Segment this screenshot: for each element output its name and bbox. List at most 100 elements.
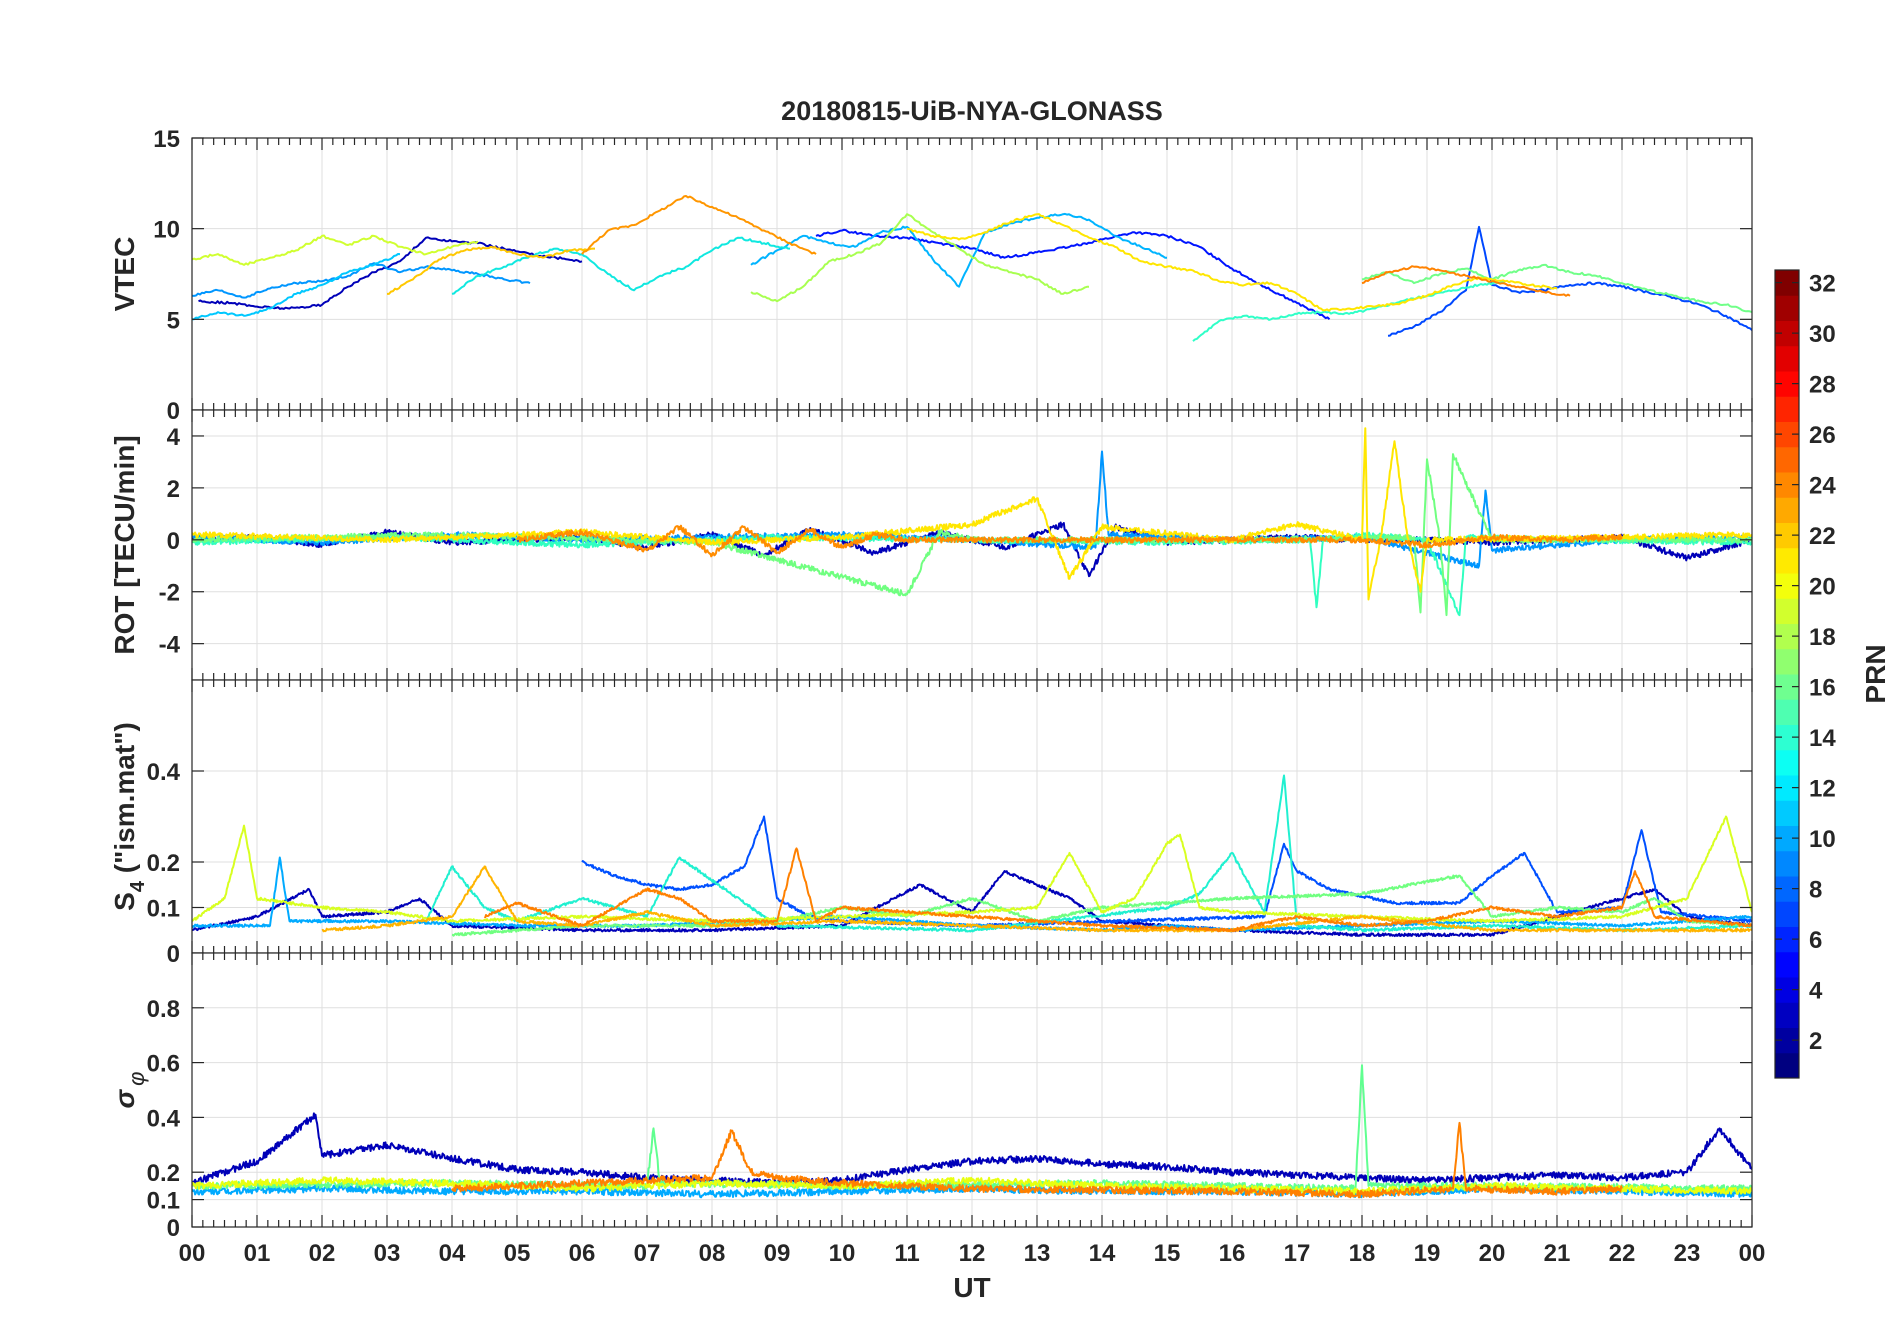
colorbar-band (1775, 446, 1799, 473)
series-line-prn-13 (1192, 280, 1506, 342)
colorbar-band (1775, 497, 1799, 523)
y-tick-label: 0.1 (147, 1188, 180, 1215)
y-axis-label: S4 ("ism.mat") (109, 722, 149, 911)
series-group (192, 1064, 1752, 1199)
series-line-prn-15 (1361, 263, 1752, 314)
y-tick-label: 5 (167, 307, 180, 334)
colorbar-band (1775, 901, 1799, 927)
series-line-prn-22 (321, 865, 1752, 933)
colorbar-band (1775, 749, 1799, 776)
colorbar-tick-label: 10 (1809, 826, 1836, 853)
x-tick-label: 17 (1284, 1240, 1311, 1267)
y-axis-label: VTEC (109, 237, 140, 312)
x-tick-label: 12 (959, 1240, 986, 1267)
x-tick-label: 06 (569, 1240, 596, 1267)
series-line-prn-23 (516, 524, 1623, 558)
series-line-prn-18 (192, 234, 479, 266)
x-tick-label: 16 (1219, 1240, 1246, 1267)
y-tick-label: 0.1 (147, 896, 180, 923)
colorbar-tick-label: 12 (1809, 776, 1836, 803)
colorbar-band (1775, 699, 1799, 725)
colorbar-band (1775, 547, 1799, 574)
y-tick-label: 0.2 (147, 1160, 180, 1187)
x-tick-label: 14 (1089, 1240, 1116, 1267)
y-tick-label: -2 (159, 580, 180, 607)
colorbar-tick-label: 6 (1809, 927, 1822, 954)
series-line-prn-5 (1387, 225, 1752, 337)
x-tick-label: 21 (1544, 1240, 1571, 1267)
colorbar-frame (1774, 269, 1800, 1079)
series-line-prn-13 (425, 774, 1752, 933)
x-tick-label: 02 (309, 1240, 336, 1267)
colorbar-band (1775, 800, 1799, 826)
x-tick-label: 07 (634, 1240, 661, 1267)
x-axis-label: UT (953, 1272, 990, 1303)
series-group (192, 774, 1752, 938)
series-line-prn-23 (483, 847, 1752, 933)
y-tick-label: -4 (159, 632, 181, 659)
panel-vtec: 0 5 10 15 VTEC (109, 126, 1753, 425)
colorbar-tick-label: 26 (1809, 422, 1836, 449)
series-line-prn-23 (451, 1121, 1623, 1199)
x-tick-label: 18 (1349, 1240, 1376, 1267)
y-tick-label: 4 (167, 424, 181, 451)
series-line-prn-2 (198, 236, 583, 310)
colorbar-tick-label: 24 (1809, 473, 1836, 500)
colorbar-tick-label: 4 (1809, 978, 1823, 1005)
x-tick-labels: 00 01 02 03 04 05 06 07 08 09 10 11 12 13 14 15 16 17 18 19… (179, 1240, 1766, 1267)
y-tick-label: 0.2 (147, 850, 180, 877)
y-tick-label: 10 (153, 217, 180, 244)
x-tick-label: 22 (1609, 1240, 1636, 1267)
series-line-prn-16 (451, 874, 1752, 937)
colorbar-band (1775, 1052, 1799, 1079)
colorbar-tick-label: 30 (1809, 321, 1836, 348)
series-line-prn-20 (906, 213, 1558, 312)
x-tick-label: 05 (504, 1240, 531, 1267)
y-axis-label: ROT [TECU/min] (109, 435, 140, 654)
y-tick-label: 0 (167, 941, 180, 968)
x-tick-label: 10 (829, 1240, 856, 1267)
colorbar-tick-label: 20 (1809, 574, 1836, 601)
series-line-prn-19 (192, 1176, 1752, 1196)
colorbar-tick-label: 14 (1809, 725, 1836, 752)
y-tick-label: 0.4 (147, 1105, 181, 1132)
series-group (192, 427, 1752, 617)
series-group (192, 195, 1752, 342)
panel-sigma: 00.10.2 0.4 0.6 0.8 σφ (109, 952, 1753, 1242)
x-tick-label: 15 (1154, 1240, 1181, 1267)
colorbar-band (1775, 598, 1799, 624)
colorbar-label: PRN (1860, 644, 1891, 703)
x-tick-label: 19 (1414, 1240, 1441, 1267)
x-tick-label: 13 (1024, 1240, 1051, 1267)
series-line-prn-10 (192, 253, 401, 321)
colorbar-band (1775, 1002, 1799, 1028)
colorbar-tick-label: 22 (1809, 523, 1836, 550)
panel-rot: -4 -2 0 2 4 ROT [TECU/min] (109, 409, 1753, 681)
x-tick-label: 03 (374, 1240, 401, 1267)
y-tick-label: 0 (167, 528, 180, 555)
x-tick-label: 08 (699, 1240, 726, 1267)
x-tick-label: 00 (179, 1240, 206, 1267)
colorbar-band (1775, 850, 1799, 877)
series-line-prn-21 (387, 245, 595, 295)
series-line-prn-4 (815, 228, 1331, 321)
y-axis-label: σφ (109, 1072, 149, 1109)
y-tick-label: 0 (167, 1215, 180, 1242)
x-tick-label: 20 (1479, 1240, 1506, 1267)
colorbar-tick-label: 8 (1809, 877, 1822, 904)
colorbar-tick-label: 18 (1809, 624, 1836, 651)
series-line-prn-23 (581, 195, 817, 255)
series-line-prn-2 (192, 1112, 1752, 1187)
y-tick-label: 0 (167, 398, 180, 425)
colorbar-band (1775, 345, 1799, 372)
x-tick-label: 11 (894, 1240, 919, 1267)
chart-title: 20180815-UiB-NYA-GLONASS (781, 96, 1163, 126)
colorbar-tick-label: 32 (1809, 271, 1836, 298)
series-line-prn-19 (192, 815, 1752, 924)
x-tick-label: 23 (1674, 1240, 1701, 1267)
x-tick-label: 09 (764, 1240, 791, 1267)
series-line-prn-6 (581, 815, 1752, 928)
y-tick-label: 0.6 (147, 1051, 180, 1078)
